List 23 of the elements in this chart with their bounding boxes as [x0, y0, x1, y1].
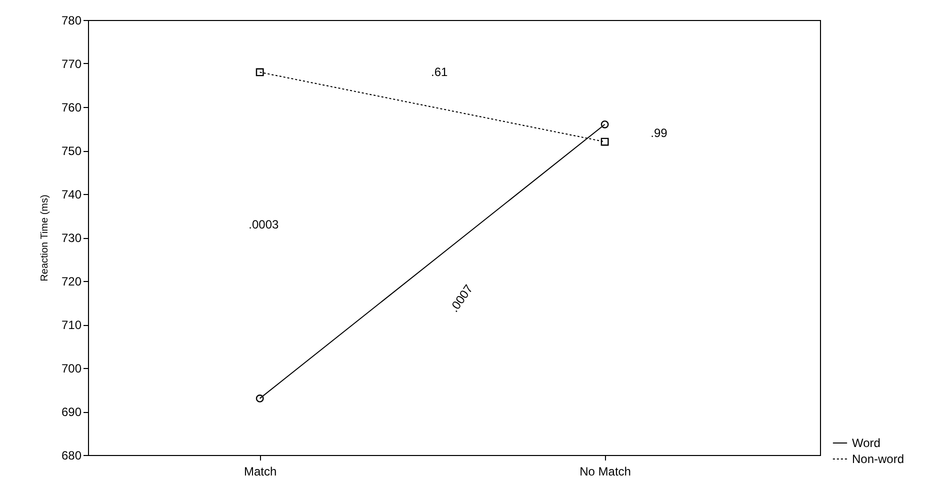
point [256, 394, 264, 402]
y-tick-label: 680 [61, 448, 82, 462]
x-tick-label: Match [244, 464, 277, 478]
y-tick-label: 720 [61, 274, 82, 288]
y-tick-label: 740 [61, 188, 82, 202]
annotation: .99 [650, 126, 668, 140]
y-axis-title: Reaction Time (ms) [39, 194, 50, 282]
y-tick-label: 730 [61, 231, 82, 245]
x-tick-label: No Match [580, 464, 631, 478]
y-tick-label: 780 [61, 14, 82, 28]
annotation: .61 [431, 65, 448, 80]
y-tick-label: 760 [61, 100, 82, 114]
y-tick-label: 770 [61, 57, 82, 71]
point [600, 120, 609, 128]
y-tick-label: 750 [61, 144, 82, 158]
y-tick-label: 700 [61, 362, 82, 376]
legend-label: Word [852, 436, 880, 450]
annotation: .0003 [248, 217, 280, 232]
point [600, 138, 609, 146]
y-tick-label: 690 [61, 405, 82, 419]
point [256, 68, 264, 76]
y-tick-label: 710 [61, 318, 82, 332]
legend-label: Non-word [852, 452, 904, 466]
